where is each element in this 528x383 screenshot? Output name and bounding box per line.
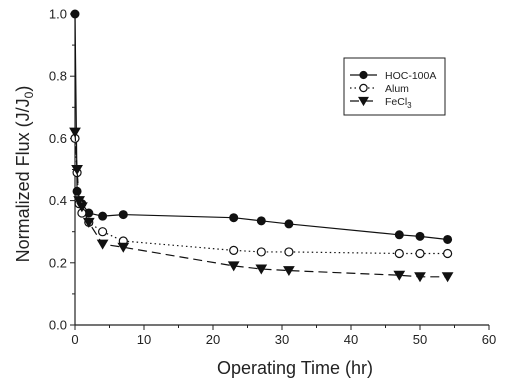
data-point [70,9,80,19]
data-point [443,234,453,244]
x-tick-label: 60 [482,332,496,347]
series-line [74,13,448,241]
data-point [256,247,266,257]
y-axis-title-main: Normalized Flux (J/J [13,98,33,262]
x-tick-label: 40 [344,332,358,347]
data-point [284,247,294,257]
data-point [73,196,86,207]
x-tick-label: 20 [206,332,220,347]
data-point [255,264,268,275]
x-tick-label: 10 [137,332,151,347]
y-axis-title-subscript: 0 [22,91,36,98]
y-tick-label: 0.8 [49,69,67,84]
y-tick-label: 0.4 [49,193,67,208]
x-axis-title: Operating Time (hr) [217,358,373,378]
data-point [71,165,83,175]
data-point [76,202,88,213]
data-point [443,248,453,259]
data-point [284,219,294,229]
legend-label: HOC-100A [385,70,436,82]
series-1 [70,133,453,259]
data-point [415,248,425,259]
data-point [69,127,81,138]
data-point [394,248,404,259]
data-point [229,213,239,223]
series-2 [69,127,454,283]
y-tick-label: 1.0 [49,7,67,22]
data-point [72,186,82,196]
data-point [358,96,369,107]
series-layer [69,9,454,283]
x-tick-label: 0 [71,332,78,347]
y-axis-title: Normalized Flux (J/J0) [13,86,36,263]
data-point [394,230,404,240]
data-point [97,227,108,237]
data-point [414,272,426,283]
y-tick-label: 0.2 [49,255,67,270]
data-point [359,70,368,80]
y-tick-label: 0.0 [49,318,67,333]
x-tick-label: 50 [413,332,427,347]
legend-label: Alum [385,83,409,95]
data-point [227,261,240,272]
series-0 [70,9,453,244]
data-point [393,270,406,281]
data-point [82,217,95,228]
axes: 0 10 20 30 40 50 60 0.0 0.2 0.4 0.6 0.8 1.0 [49,7,496,348]
y-axis-title-close: ) [13,86,33,92]
legend-label: FeCl3 [385,96,412,110]
x-tick-label: 30 [275,332,289,347]
data-point [283,266,295,277]
data-point [415,231,425,241]
data-point [118,210,128,220]
data-point [98,211,108,221]
y-tick-label: 0.6 [49,131,67,146]
data-point [441,272,454,283]
data-point [117,242,130,253]
series-line [74,138,448,255]
data-point [229,245,239,255]
data-point [256,216,266,226]
data-point [96,239,109,250]
data-point [359,83,368,93]
